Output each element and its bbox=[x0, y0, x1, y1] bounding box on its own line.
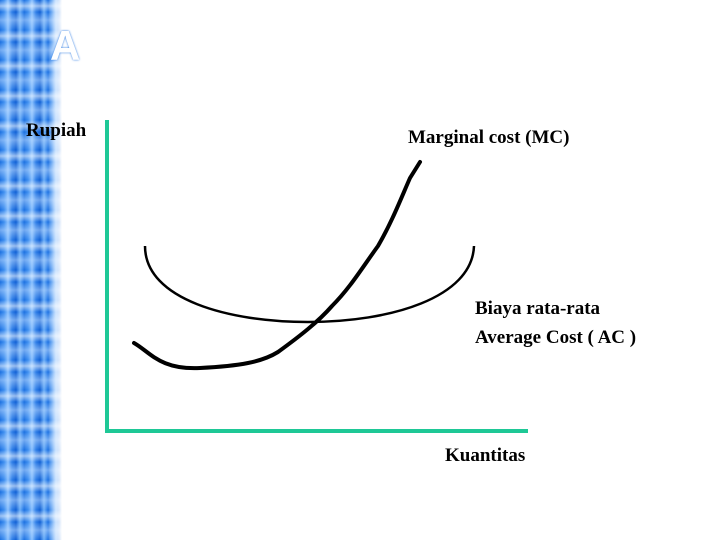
slide-title-fragment: A bbox=[50, 22, 81, 69]
marginal-cost-label: Marginal cost (MC) bbox=[408, 127, 570, 148]
marginal-cost-curve bbox=[132, 160, 422, 371]
y-axis-label: Rupiah bbox=[26, 120, 87, 141]
average-cost-label-line2: Average Cost ( AC ) bbox=[475, 327, 637, 348]
decorative-side-band bbox=[0, 0, 62, 540]
average-cost-label-line1: Biaya rata-rata bbox=[475, 298, 601, 319]
average-cost-curve bbox=[143, 245, 476, 324]
x-axis-label: Kuantitas bbox=[445, 445, 526, 466]
